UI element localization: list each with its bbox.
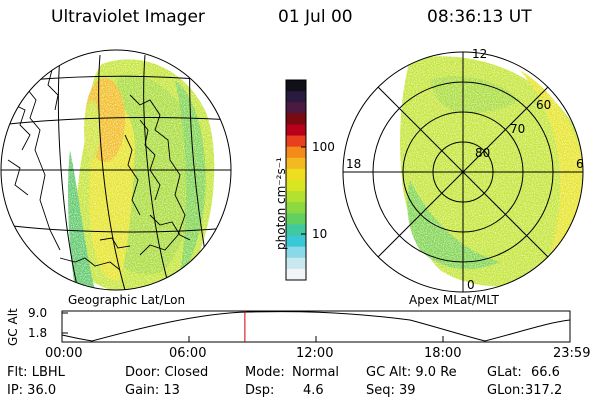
status-glat-label: GLat:	[487, 365, 522, 380]
geographic-image	[0, 49, 232, 291]
mlt-label-12: 12	[472, 47, 488, 61]
colorbar-segment	[286, 135, 306, 148]
colorbar-segment	[286, 80, 306, 92]
mlat-label-80: 80	[475, 146, 491, 160]
colorbar-segment	[286, 235, 306, 248]
colorbar-segment	[286, 146, 306, 159]
observation-time: 08:36:13 UT	[427, 7, 532, 27]
status-filter: Flt: LBHL	[7, 365, 65, 380]
colorbar-segment	[286, 102, 306, 114]
status-mode-value: Normal	[292, 365, 340, 380]
colorbar-segment	[286, 191, 306, 203]
instrument-title: Ultraviolet Imager	[51, 7, 205, 27]
mlt-label-18: 18	[346, 157, 362, 171]
colorbar-unit-label: photon cm⁻²s⁻¹	[274, 157, 288, 250]
mlat-label-70: 70	[510, 122, 526, 136]
colorbar-segment	[286, 168, 306, 181]
colorbar-segment	[286, 257, 306, 270]
status-gc-alt: GC Alt: 9.0 Re	[366, 365, 457, 380]
colorbar-segment	[286, 268, 306, 281]
colorbar-segment	[286, 224, 306, 237]
colorbar-segment	[286, 113, 306, 125]
colorbar-segment	[286, 246, 306, 259]
altitude-ylabel: GC Alt	[6, 308, 20, 346]
status-glon-value: 317.2	[525, 383, 563, 398]
colorbar-segment	[286, 124, 306, 137]
polar-grid-lines	[342, 51, 584, 293]
polar-image	[342, 51, 584, 293]
status-dsp-label: Dsp:	[245, 383, 275, 398]
colorbar-label-10: 10	[312, 227, 328, 241]
geo-auroral-emission	[60, 55, 220, 290]
status-gain: Gain: 13	[125, 383, 180, 398]
status-mode-label: Mode:	[245, 365, 285, 380]
mlat-label-60: 60	[536, 98, 552, 112]
altitude-plot	[61, 310, 571, 343]
status-glat-value: 66.6	[531, 365, 560, 380]
colorbar-segment	[286, 91, 306, 103]
colorbar	[286, 80, 306, 281]
geo-plot-caption: Geographic Lat/Lon	[68, 293, 186, 307]
colorbar-segment	[286, 157, 306, 170]
altitude-curve	[61, 311, 571, 342]
colorbar-segment	[286, 202, 306, 214]
altitude-xtick-1800: 18:00	[424, 346, 462, 361]
geo-coastlines	[7, 57, 191, 286]
colorbar-frame	[285, 79, 307, 281]
colorbar-segment	[286, 180, 306, 192]
colorbar-label-100: 100	[312, 140, 335, 154]
observation-date: 01 Jul 00	[278, 7, 353, 27]
mlt-label-0: 0	[467, 278, 475, 292]
altitude-xtick-0000: 00:00	[45, 346, 83, 361]
status-seq: Seq: 39	[366, 383, 416, 398]
altitude-xtick-0600: 06:00	[169, 346, 207, 361]
status-dsp-value: 4.6	[303, 383, 324, 398]
altitude-xtick-1200: 12:00	[296, 346, 334, 361]
status-ip: IP: 36.0	[7, 383, 57, 398]
altitude-ytick-low: 1.8	[28, 326, 48, 340]
altitude-xtick-2359: 23:59	[553, 346, 591, 361]
altitude-ytick-high: 9.0	[28, 306, 48, 320]
polar-plot-caption: Apex MLat/MLT	[409, 293, 499, 307]
status-glon-label: GLon:	[487, 383, 525, 398]
mlt-label-6: 6	[576, 157, 584, 171]
colorbar-segment	[286, 213, 306, 225]
status-door: Door: Closed	[125, 365, 209, 380]
